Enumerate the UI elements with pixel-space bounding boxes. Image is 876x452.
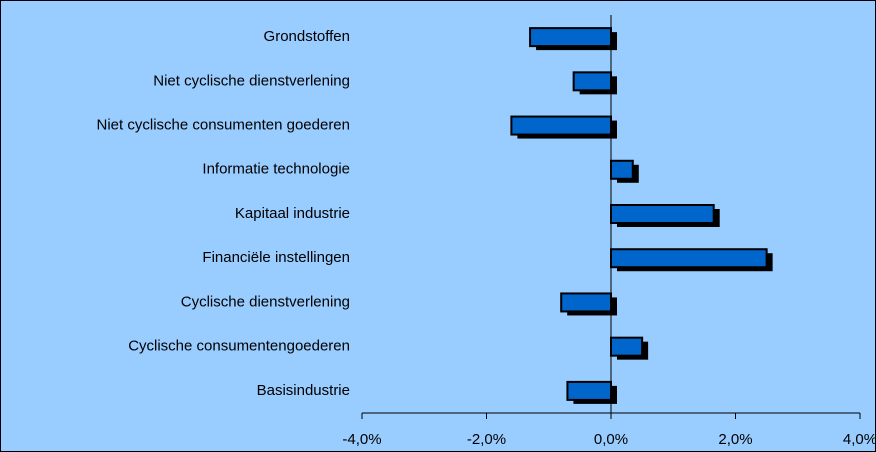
y-tick-label: Cyclische dienstverlening: [181, 293, 350, 310]
y-tick-label: Financiële instellingen: [202, 249, 350, 266]
bar: [510, 115, 612, 136]
y-tick-label: Cyclische consumentengoederen: [128, 338, 350, 355]
bar: [529, 27, 613, 48]
bar: [610, 336, 644, 357]
bar: [610, 248, 768, 269]
bar: [610, 204, 715, 224]
x-tick-label: 4,0%: [843, 431, 876, 448]
y-tick-label: Niet cyclische consumenten goederen: [97, 117, 350, 134]
x-tick-label: 2,0%: [718, 431, 752, 448]
x-tick-label: 0,0%: [594, 431, 628, 448]
y-tick-label: Basisindustrie: [257, 382, 350, 399]
x-tick-label: -2,0%: [467, 431, 506, 448]
y-tick-label: Grondstoffen: [264, 28, 350, 45]
x-tick-label: -4,0%: [342, 431, 381, 448]
bar: [566, 380, 612, 401]
bar: [610, 159, 634, 180]
bar: [572, 71, 613, 92]
y-tick-label: Niet cyclische dienstverlening: [153, 72, 350, 89]
y-tick-label: Informatie technologie: [202, 161, 350, 178]
bar: [560, 292, 613, 313]
y-tick-label: Kapitaal industrie: [235, 205, 350, 222]
